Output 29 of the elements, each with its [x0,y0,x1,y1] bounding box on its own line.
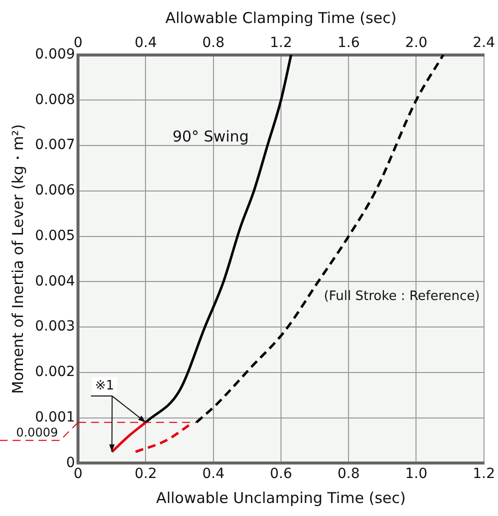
x-tick-label: 1.0 [405,466,428,482]
y-axis-title: Moment of Inertia of Lever (kg・m²) [8,124,27,394]
y-tick-label: 0.002 [34,364,76,380]
x2-tick-label: 0.4 [134,35,157,52]
y-tick-label: 0 [66,454,76,471]
x2-tick-label: 2.0 [405,35,428,52]
annotation: ※1 [94,378,114,394]
x-tick-label: 0.6 [270,466,292,482]
series-label: 90° Swing [172,127,249,146]
x2-tick-label: 2.4 [472,35,496,52]
x-tick-label: 0.2 [134,466,157,482]
x-tick-label: 0.8 [337,466,360,482]
y-tick-label: 0.009 [34,46,76,62]
y-tick-label: 0.007 [34,137,76,154]
y-tick-label: 0.008 [34,92,76,108]
ref-line-label: 0.0009 [16,425,58,440]
x2-tick-label: 1.6 [337,35,360,52]
x-axis-title: Allowable Unclamping Time (sec) [156,488,406,507]
y-tick-label: 0.004 [34,273,76,290]
series-label: (Full Stroke : Reference) [324,289,480,304]
y-tick-label: 0.005 [34,228,76,244]
x-tick-label: 1.2 [472,466,495,482]
y-tick-label: 0.006 [34,182,76,199]
x2-tick-label: 1.2 [270,35,292,52]
x-tick-label: 0.4 [202,466,225,482]
x2-tick-label: 0.8 [202,35,224,52]
x2-axis-title: Allowable Clamping Time (sec) [165,8,397,27]
y-tick-label: 0.003 [34,318,76,335]
y-tick-label: 0.001 [34,409,76,426]
